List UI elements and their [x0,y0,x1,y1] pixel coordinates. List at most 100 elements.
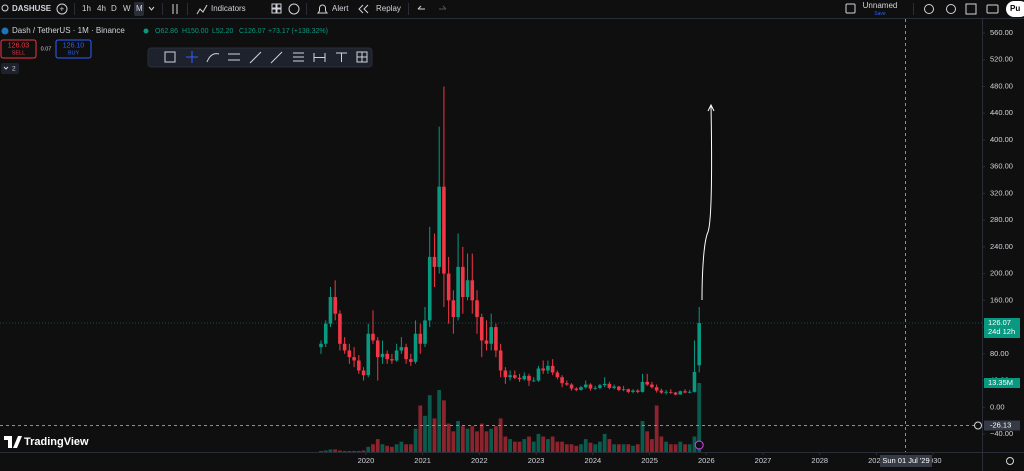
chart-type-icon[interactable] [172,4,178,14]
candle-body [442,186,446,274]
volume-bar [451,431,456,452]
crosshair-plus[interactable] [974,421,982,430]
logo-mark [4,436,22,448]
interval[interactable]: D [111,4,117,13]
y-tick-label: 0.00 [990,402,1005,411]
compare-button[interactable] [56,3,68,15]
rect-tool[interactable] [164,51,176,63]
y-tick-label: 480.00 [990,81,1013,90]
sell-price[interactable]: 126.03 [8,42,30,49]
legend-open: O62.86 [155,28,178,35]
quick-search-icon[interactable] [924,4,934,14]
plus-icon: + [60,5,65,14]
fullscreen-icon[interactable] [965,3,977,15]
candle-body [560,377,564,384]
plot-area [0,32,985,455]
candle-body [427,256,432,321]
publish-button[interactable] [1006,1,1024,17]
collapse-count: 2 [12,66,16,73]
crosshair-tool[interactable] [186,51,198,63]
symbol[interactable]: DASHUSE [12,4,52,13]
interval[interactable]: 4h [97,4,106,13]
candle-body [607,383,612,388]
volume-bar [484,431,489,452]
crosshair-date-label: Sun 01 Jul '29 [882,456,929,465]
redo-icon[interactable] [439,5,447,10]
publish-label[interactable]: Pu [1010,4,1020,13]
snapshot-icon[interactable] [986,4,999,14]
layout-name[interactable]: Unnamed [863,1,898,10]
candle-body [371,333,375,341]
volume-bar [574,445,579,452]
collapse-icon [3,66,9,70]
volume-bar [683,444,687,452]
y-tick-label: 520.00 [990,55,1013,64]
indicators-icon[interactable] [196,4,208,15]
measure-tool[interactable] [313,53,326,62]
interval[interactable]: M [136,4,143,13]
sell-button[interactable] [0,39,37,59]
dropdown-icon[interactable] [148,6,155,11]
alert-button[interactable]: Alert [332,4,349,13]
save-label[interactable]: Save [874,11,886,17]
buy-price[interactable]: 126.10 [63,42,85,49]
fib-tool[interactable] [293,52,304,62]
volume-bar [385,445,390,452]
candle-body [385,353,389,360]
replay-button[interactable]: Replay [376,4,401,13]
templates-icon[interactable] [271,3,277,9]
buy-button[interactable] [55,39,92,59]
volume-bar [593,444,598,452]
search-icon[interactable] [1,4,9,12]
volume-bar [494,426,498,452]
candle-body [650,384,654,388]
interval[interactable]: 1h [82,4,91,13]
countdown-label: 24d 12h [988,327,1015,336]
parallel-tool[interactable] [228,53,240,61]
candle-body [654,387,659,391]
alert-icon[interactable] [317,4,328,14]
undo-icon[interactable] [417,5,425,10]
volume-bar [319,450,323,452]
replay-icon[interactable] [358,4,369,14]
candle-body [692,371,697,392]
volume-bar [437,389,442,452]
volume-bar [598,441,602,452]
volume-bar [328,449,333,452]
settings-icon[interactable] [946,4,956,14]
candle-body [423,320,427,344]
volume-bar [503,436,508,452]
buy-label[interactable]: BUY [68,50,80,56]
volume-bar [616,444,621,452]
candle-body [598,385,602,388]
sell-label[interactable]: SELL [12,50,25,56]
candle-body [390,359,394,361]
x-tick-label: 2021 [414,456,431,465]
indicators-button[interactable]: Indicators [211,4,246,13]
volume-bar [338,450,342,452]
candle-body [522,375,527,380]
candle-body [437,186,441,267]
top-toolbar [0,0,1024,18]
brush-tool[interactable] [206,53,220,63]
candle-body [617,386,621,390]
volume-bar [323,450,328,452]
text-tool[interactable] [336,52,347,62]
grid-tool-lines [357,52,367,62]
line-tool[interactable] [249,51,262,64]
candle-body [669,391,673,393]
volume-bar [446,423,451,452]
ray-tool[interactable] [270,51,283,64]
interval[interactable]: W [123,4,131,13]
candle-body [432,256,437,267]
volume-bar [564,444,569,452]
collapse-button[interactable] [1,63,19,74]
volume-bar [460,426,465,452]
scripts-icon[interactable] [288,3,300,15]
y-tick-label: 400.00 [990,135,1013,144]
candle-body [446,273,451,301]
candle-body [612,386,616,388]
axis-settings[interactable] [1006,457,1014,465]
layout-checkbox[interactable] [845,3,856,14]
candle-body [659,390,664,393]
